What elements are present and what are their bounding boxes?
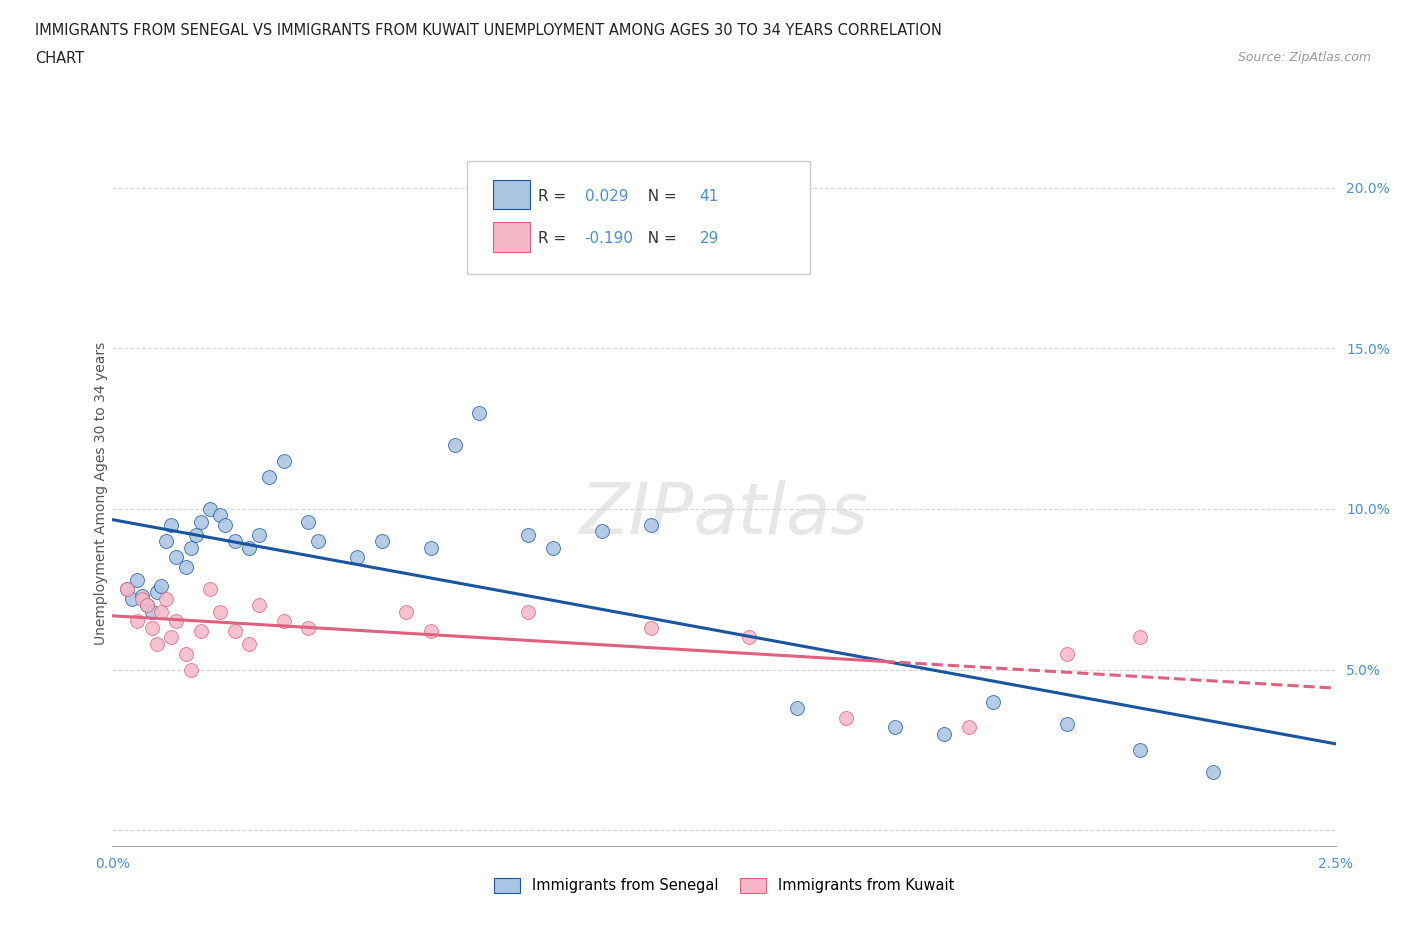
Point [541, 540, 564, 555]
Point [165, 614, 187, 629]
Text: CHART: CHART [35, 51, 84, 66]
Text: ZIPatlas: ZIPatlas [579, 480, 869, 549]
Point [131, 589, 153, 604]
Point [419, 624, 441, 639]
Point [150, 578, 173, 593]
Point [190, 624, 212, 639]
Point [180, 662, 202, 677]
Legend: Immigrants from Senegal, Immigrants from Kuwait: Immigrants from Senegal, Immigrants from… [488, 872, 960, 899]
Point [141, 620, 163, 635]
Point [297, 620, 319, 635]
Point [125, 614, 148, 629]
Text: IMMIGRANTS FROM SENEGAL VS IMMIGRANTS FROM KUWAIT UNEMPLOYMENT AMONG AGES 30 TO : IMMIGRANTS FROM SENEGAL VS IMMIGRANTS FR… [35, 23, 942, 38]
Point [145, 585, 167, 600]
Point [184, 527, 207, 542]
Point [297, 514, 319, 529]
Point [174, 646, 197, 661]
Point [468, 405, 491, 420]
Point [224, 624, 246, 639]
Point [155, 534, 177, 549]
Point [934, 726, 956, 741]
Point [835, 711, 858, 725]
Text: Source: ZipAtlas.com: Source: ZipAtlas.com [1237, 51, 1371, 64]
Point [150, 604, 173, 619]
Point [190, 514, 212, 529]
Point [273, 453, 295, 468]
Point [141, 604, 163, 619]
FancyBboxPatch shape [494, 222, 530, 252]
Point [640, 620, 662, 635]
Point [115, 582, 138, 597]
Point [224, 534, 246, 549]
Point [1056, 646, 1078, 661]
Point [884, 720, 907, 735]
Point [121, 591, 143, 606]
Text: N =: N = [638, 231, 682, 246]
Point [247, 527, 270, 542]
Point [155, 591, 177, 606]
Point [737, 630, 759, 644]
Point [165, 550, 187, 565]
Point [209, 508, 232, 523]
Text: 41: 41 [700, 189, 718, 204]
Point [1129, 742, 1152, 757]
FancyBboxPatch shape [467, 161, 810, 273]
Point [174, 559, 197, 574]
FancyBboxPatch shape [494, 179, 530, 209]
Point [1056, 717, 1078, 732]
Point [981, 695, 1004, 710]
Point [307, 534, 329, 549]
Text: R =: R = [538, 231, 571, 246]
Point [957, 720, 980, 735]
Text: 0.029: 0.029 [585, 189, 628, 204]
Point [370, 534, 392, 549]
Point [273, 614, 295, 629]
Point [257, 470, 280, 485]
Point [238, 636, 260, 651]
Point [346, 550, 368, 565]
Point [209, 604, 232, 619]
Point [135, 598, 157, 613]
Point [200, 501, 222, 516]
Point [247, 598, 270, 613]
Point [115, 582, 138, 597]
Point [125, 572, 148, 587]
Point [1129, 630, 1152, 644]
Text: R =: R = [538, 189, 571, 204]
Text: -0.190: -0.190 [585, 231, 634, 246]
Point [640, 518, 662, 533]
Point [1202, 765, 1225, 780]
Point [145, 636, 167, 651]
Point [131, 591, 153, 606]
Point [419, 540, 441, 555]
Point [180, 540, 202, 555]
Point [214, 518, 236, 533]
Point [135, 598, 157, 613]
Point [395, 604, 418, 619]
Point [160, 630, 183, 644]
Point [517, 527, 540, 542]
Point [238, 540, 260, 555]
Point [517, 604, 540, 619]
Point [591, 524, 613, 538]
Point [200, 582, 222, 597]
Text: N =: N = [638, 189, 682, 204]
Text: 29: 29 [700, 231, 718, 246]
Point [444, 437, 467, 452]
Y-axis label: Unemployment Among Ages 30 to 34 years: Unemployment Among Ages 30 to 34 years [94, 341, 108, 644]
Point [786, 700, 808, 715]
Point [160, 518, 183, 533]
